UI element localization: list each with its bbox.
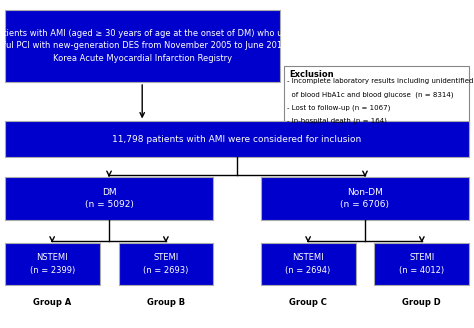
Text: 11,798 patients with AMI were considered for inclusion: 11,798 patients with AMI were considered… [112,135,362,144]
Text: of blood HbA1c and blood glucose  (n = 8314): of blood HbA1c and blood glucose (n = 83… [287,91,453,98]
Text: DM
(n = 5092): DM (n = 5092) [84,188,134,209]
Text: 21,343 patients with AMI (aged ≥ 30 years of age at the onset of DM) who underwe: 21,343 patients with AMI (aged ≥ 30 year… [0,29,323,63]
Text: NSTEMI
(n = 2399): NSTEMI (n = 2399) [29,253,75,275]
FancyBboxPatch shape [118,243,213,285]
FancyBboxPatch shape [5,121,469,157]
FancyBboxPatch shape [5,10,280,82]
Text: Non-DM
(n = 6706): Non-DM (n = 6706) [340,188,390,209]
FancyBboxPatch shape [261,243,356,285]
Text: STEMI
(n = 4012): STEMI (n = 4012) [399,253,445,275]
FancyBboxPatch shape [284,66,469,131]
FancyBboxPatch shape [5,243,100,285]
Text: NSTEMI
(n = 2694): NSTEMI (n = 2694) [285,253,331,275]
Text: Group B: Group B [147,298,185,307]
Text: Group C: Group C [289,298,327,307]
Text: Exclusion: Exclusion [289,70,334,78]
Text: Group A: Group A [33,298,71,307]
FancyBboxPatch shape [5,177,213,220]
FancyBboxPatch shape [374,243,469,285]
Text: - In-hospital death (n = 164): - In-hospital death (n = 164) [287,117,387,124]
FancyBboxPatch shape [261,177,469,220]
Text: STEMI
(n = 2693): STEMI (n = 2693) [143,253,189,275]
Text: Group D: Group D [402,298,441,307]
Text: - Lost to follow-up (n = 1067): - Lost to follow-up (n = 1067) [287,104,390,111]
Text: - Incomplete laboratory results including unidentified results: - Incomplete laboratory results includin… [287,78,474,84]
